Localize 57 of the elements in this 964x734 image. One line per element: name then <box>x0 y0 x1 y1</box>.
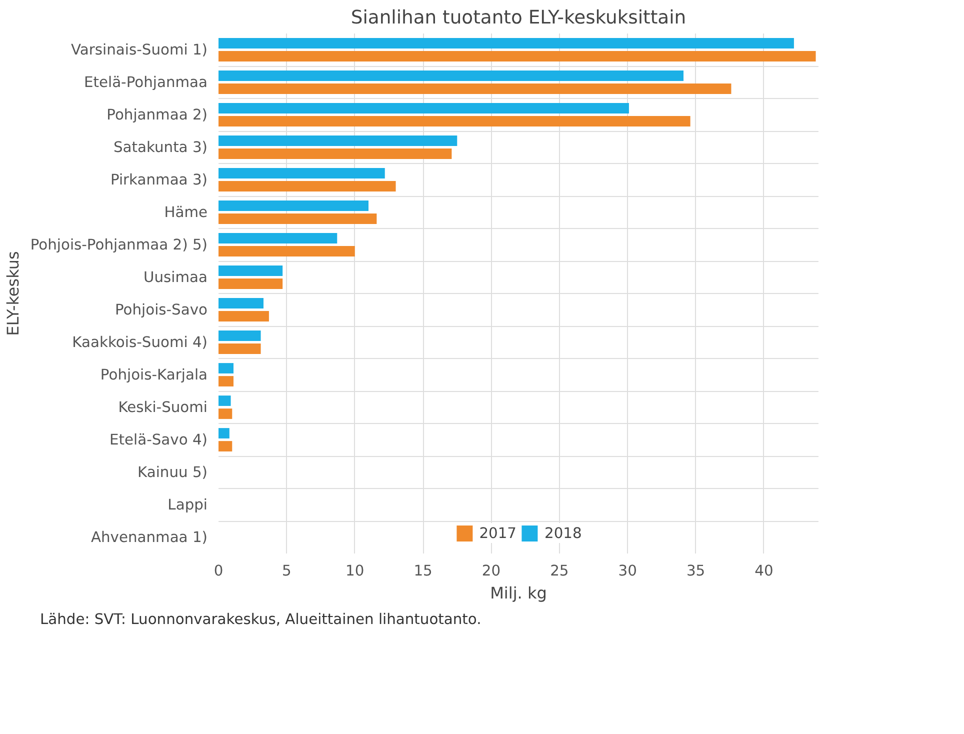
bar <box>218 84 732 94</box>
y-tick-label: Keski-Suomi <box>118 398 208 416</box>
y-tick-label: Pohjois-Karjala <box>100 366 208 384</box>
bar <box>218 278 283 289</box>
bar <box>218 214 377 224</box>
bar <box>218 233 338 244</box>
x-tick-label: 0 <box>214 562 224 580</box>
bar <box>218 408 232 419</box>
chart-title: Sianlihan tuotanto ELY-keskuksittain <box>350 8 686 28</box>
x-tick-label: 20 <box>482 562 501 580</box>
bar <box>218 344 261 354</box>
bar <box>218 103 629 114</box>
x-tick-label: 5 <box>282 562 292 580</box>
bar <box>218 38 794 48</box>
y-tick-label: Etelä-Pohjanmaa <box>84 74 208 91</box>
x-tick-label: 35 <box>686 562 706 580</box>
text: Lähde: SVT: Luonnonvarakeskus, Alueittainen lihantuotanto. <box>40 610 482 630</box>
y-axis-title: ELY-keskus <box>3 251 22 336</box>
bar <box>218 428 230 438</box>
y-tick-label: Pohjois-Savo <box>114 301 208 318</box>
y-tick-label: Ahvenanmaa 1) <box>90 528 208 546</box>
bar <box>218 266 283 276</box>
legend-label: 2018 <box>544 524 582 542</box>
x-tick-label: 40 <box>754 562 774 580</box>
y-tick-label: Satakunta 3) <box>113 138 208 156</box>
bar <box>218 51 816 62</box>
bar <box>218 136 458 146</box>
bar <box>218 298 264 308</box>
bar <box>218 441 232 452</box>
y-tick-label: Kainuu 5) <box>138 464 208 481</box>
x-tick-label: 15 <box>414 562 432 580</box>
y-tick-label: Pohjois-Pohjanmaa 2) 5) <box>30 236 208 254</box>
y-tick-label: Lappi <box>168 496 208 514</box>
bar <box>218 330 261 341</box>
x-tick-label: 30 <box>618 562 637 580</box>
bar <box>218 246 355 256</box>
x-axis-title: Milj. kg <box>490 584 547 602</box>
y-tick-label: Pohjanmaa 2) <box>106 106 208 124</box>
bar <box>218 200 368 211</box>
y-tick-label: Varsinais-Suomi 1) <box>71 41 208 58</box>
bar <box>218 116 690 126</box>
bar <box>218 168 385 178</box>
y-tick-label: Kaakkois-Suomi 4) <box>72 334 208 351</box>
y-tick-label: Etelä-Savo 4) <box>110 431 208 448</box>
y-tick-label: Häme <box>164 204 208 221</box>
bar <box>218 181 396 192</box>
legend-label: 2017 <box>479 524 516 542</box>
y-tick-label: Pirkanmaa 3) <box>110 171 208 188</box>
bar <box>218 376 234 386</box>
bar <box>218 148 452 159</box>
x-tick-label: 10 <box>346 562 364 580</box>
bar <box>218 363 234 374</box>
bar <box>218 311 269 322</box>
bar <box>218 70 684 81</box>
bar <box>218 396 231 406</box>
y-tick-label: Uusimaa <box>144 268 208 286</box>
x-tick-label: 25 <box>550 562 569 580</box>
